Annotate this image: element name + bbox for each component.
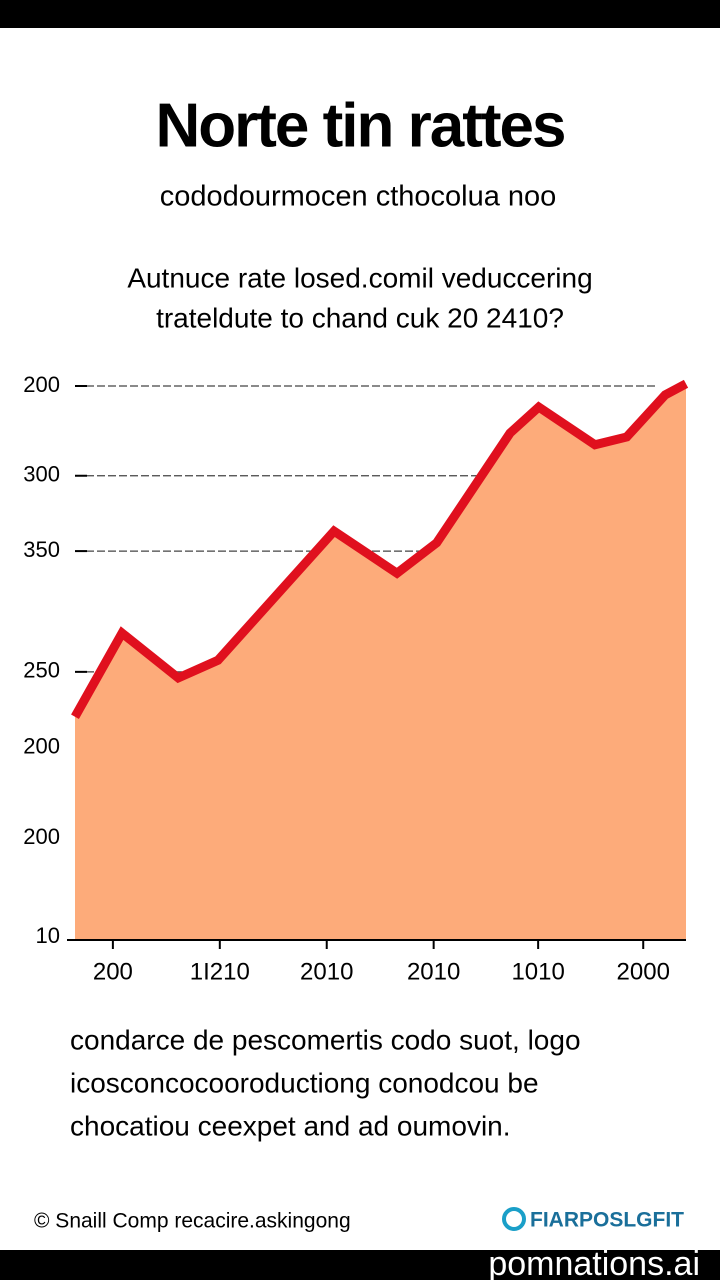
x-tick-label: 2000 bbox=[617, 958, 670, 985]
body-text: icosconcocooroductiong conodcou be bbox=[70, 1067, 539, 1098]
y-tick-label: 200 bbox=[23, 734, 60, 759]
question: trateldute to chand cuk 20 2410? bbox=[156, 302, 564, 333]
y-tick-label: 300 bbox=[23, 462, 60, 487]
subtitle: cododourmocen cthocolua noo bbox=[160, 181, 557, 213]
x-tick-label: 1010 bbox=[511, 958, 564, 985]
top-bar bbox=[0, 0, 720, 28]
logo-icon bbox=[502, 1207, 526, 1231]
y-tick-label: 10 bbox=[36, 923, 60, 948]
y-tick-label: 250 bbox=[23, 658, 60, 683]
question: Autnuce rate losed.comil veduccering bbox=[127, 262, 592, 293]
body-text: condarce de pescomertis codo suot, logo bbox=[70, 1024, 581, 1055]
credit: © Snaill Comp recacire.askingong bbox=[34, 1210, 351, 1233]
logo: FIARPOSLGFIT bbox=[530, 1209, 684, 1232]
y-tick-label: 200 bbox=[23, 372, 60, 397]
area bbox=[75, 383, 686, 940]
x-tick-label: 200 bbox=[93, 958, 133, 985]
x-tick-label: 1I210 bbox=[190, 958, 250, 985]
y-tick-label: 350 bbox=[23, 537, 60, 562]
x-tick-label: 2010 bbox=[300, 958, 353, 985]
bottom-bar bbox=[0, 1250, 720, 1280]
body-text: chocatiou ceexpet and ad oumovin. bbox=[70, 1110, 511, 1141]
chart: 200 300 350 250 200 200 10 200 1I210 2010 2010 1010… bbox=[23, 372, 689, 985]
y-tick-label: 200 bbox=[23, 824, 60, 849]
title: Norte tin rattes bbox=[156, 91, 565, 160]
line bbox=[71, 379, 689, 719]
x-tick-label: 2010 bbox=[407, 958, 460, 985]
watermark: pomnations.ai bbox=[488, 1245, 700, 1280]
